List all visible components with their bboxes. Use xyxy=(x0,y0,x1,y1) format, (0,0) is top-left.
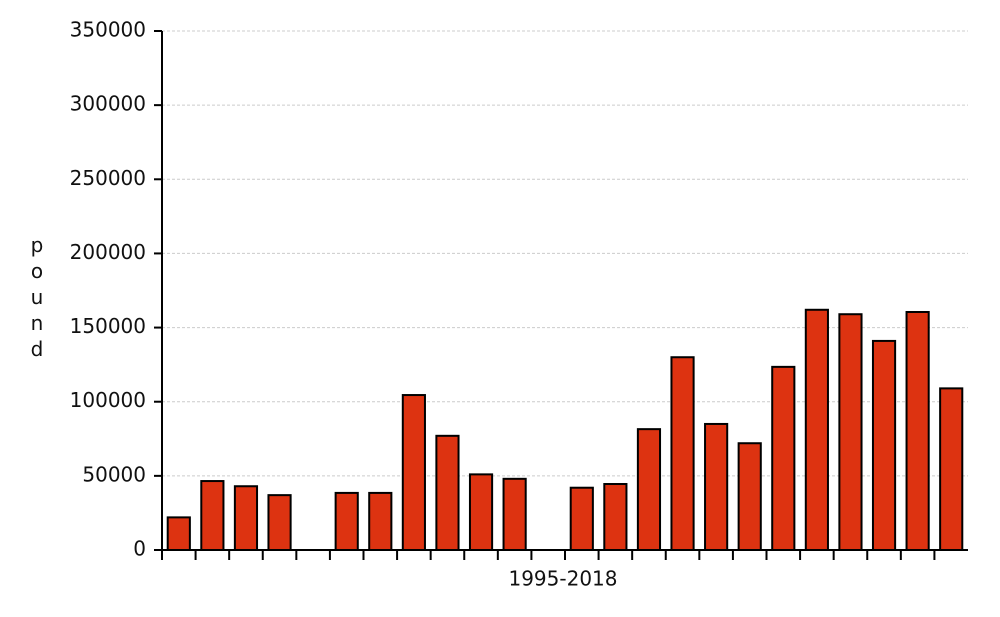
bar xyxy=(670,356,695,551)
bar xyxy=(905,311,930,551)
y-tick-label: 100000 xyxy=(70,388,146,412)
bar xyxy=(704,422,729,552)
bar xyxy=(771,365,796,552)
y-tick-label: 0 xyxy=(133,537,146,561)
bar xyxy=(603,483,628,551)
y-tick-label: 300000 xyxy=(70,92,146,116)
y-tick-label: 50000 xyxy=(82,462,146,486)
bar xyxy=(569,486,594,551)
bar xyxy=(166,516,191,551)
bar xyxy=(838,313,863,551)
bar xyxy=(737,442,762,551)
y-axis-label: pound xyxy=(25,233,49,363)
bar xyxy=(468,473,494,552)
y-tick-label: 200000 xyxy=(70,240,146,264)
bar xyxy=(233,485,259,552)
x-axis-label: 1995-2018 xyxy=(508,567,617,591)
bar xyxy=(804,308,829,551)
y-tick-label: 250000 xyxy=(70,166,146,190)
bar xyxy=(267,494,292,551)
bar xyxy=(334,491,359,552)
bar xyxy=(200,480,225,552)
bar xyxy=(502,477,527,551)
y-tick-label: 150000 xyxy=(70,314,146,338)
bar xyxy=(636,428,662,552)
bar xyxy=(871,339,897,551)
bar xyxy=(435,434,460,552)
bar xyxy=(368,491,393,552)
y-tick-label: 350000 xyxy=(70,18,146,42)
bar xyxy=(939,387,964,551)
bar xyxy=(401,394,426,552)
